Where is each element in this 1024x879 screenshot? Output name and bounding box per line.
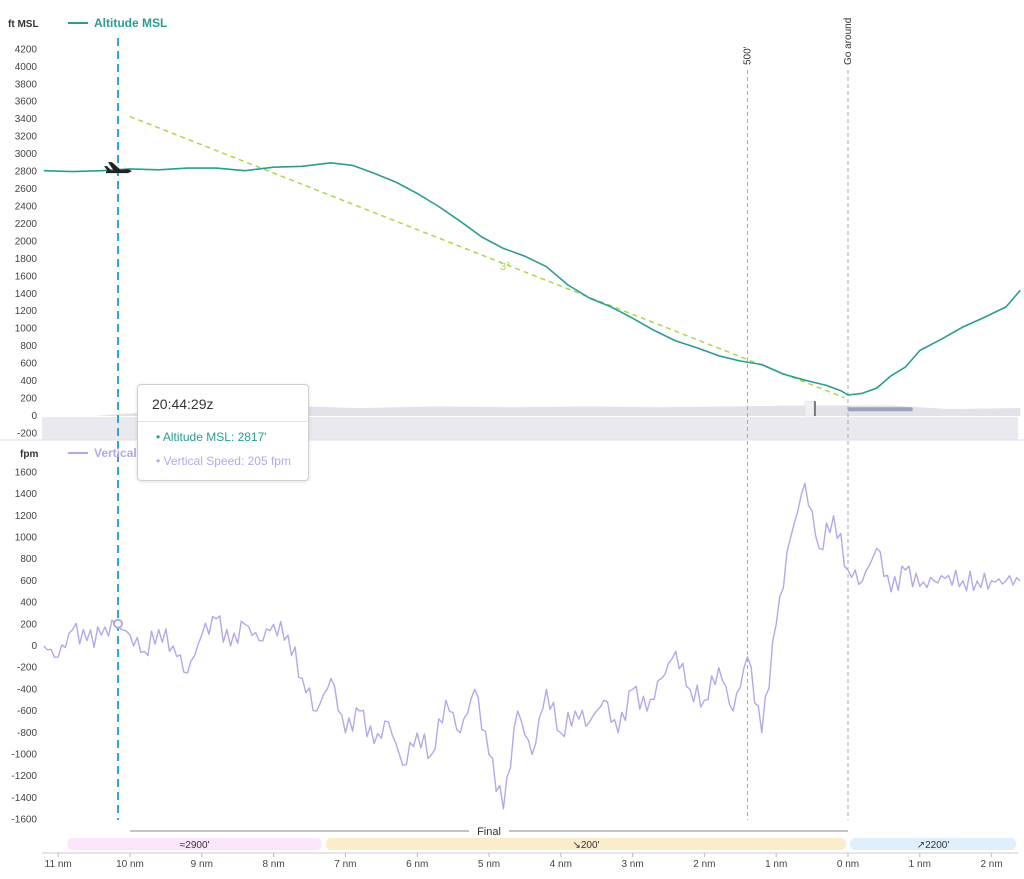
vs-cursor-dot	[113, 618, 123, 629]
tooltip-altitude-text: Altitude MSL: 2817'	[162, 430, 267, 444]
tooltip-vs: • Vertical Speed: 205 fpm	[156, 454, 291, 468]
vs-tick-label: 0	[31, 641, 37, 652]
vs-tick-label: -1200	[11, 771, 37, 782]
vs-tick-label: -1400	[11, 793, 37, 804]
phase-segment-label: ↗2200'	[917, 840, 950, 851]
altitude-legend[interactable]: Altitude MSL	[68, 16, 167, 30]
x-axis-tick-label: 3 nm	[621, 859, 643, 870]
x-axis-tick-label: 7 nm	[334, 859, 356, 870]
vs-tick-label: 800	[20, 554, 37, 565]
vs-tick-label: -600	[17, 706, 37, 717]
hover-tooltip: 20:44:29z • Altitude MSL: 2817' • Vertic…	[137, 384, 309, 481]
x-axis-tick-label: 1 nm	[909, 859, 931, 870]
obstacle-tower	[813, 401, 816, 416]
runway-marker	[848, 407, 913, 412]
vs-y-axis: 1600 1400 1200 1000 800 600 400 200 0 -200 -400 -60…	[11, 467, 37, 825]
altitude-tick-label: 400	[20, 376, 37, 387]
altitude-tick-label: 1400	[15, 289, 38, 300]
marker-line-label: 500'	[742, 46, 753, 65]
altitude-tick-label: 4200	[15, 44, 38, 55]
x-axis-tick-label: 5 nm	[478, 859, 500, 870]
marker-line-label: Go around	[843, 18, 854, 65]
altitude-tick-label: 2800	[15, 167, 38, 178]
altitude-tick-label: 3600	[15, 97, 38, 108]
x-axis-tick-label: 2 nm	[693, 859, 715, 870]
vs-tick-label: 1000	[15, 533, 38, 544]
altitude-tick-label: 600	[20, 359, 37, 370]
vs-tick-label: 200	[20, 619, 37, 630]
phase-segment	[325, 838, 846, 850]
obstacle-marker	[804, 400, 816, 417]
cursor-group[interactable]	[104, 38, 132, 820]
x-axis-tick-label: 11 nm	[45, 859, 72, 870]
x-axis: 11 nm 10 nm 9 nm 8 nm 7 nm 6 nm 5 nm 4 nm 3 nm 2 …	[42, 852, 1018, 870]
vs-tick-label: 1600	[15, 467, 38, 478]
vs-unit-label: fpm	[20, 449, 38, 460]
final-label-bg	[469, 824, 509, 838]
phase-segment	[850, 838, 1016, 850]
altitude-tick-label: 2200	[15, 219, 38, 230]
vs-series	[43, 482, 1021, 810]
phase-bar: Final ≈2900' ↘200' ↗2200'	[67, 824, 1016, 851]
vs-tick-label: -1000	[11, 750, 37, 761]
altitude-tick-label: 3200	[15, 132, 38, 143]
marker-lines: 500' Go around	[742, 18, 854, 820]
x-axis-tick-label: 4 nm	[550, 859, 572, 870]
altitude-unit-label: ft MSL	[8, 19, 39, 30]
vs-tick-label: 600	[20, 576, 37, 587]
tooltip-altitude: • Altitude MSL: 2817'	[156, 430, 267, 444]
airplane-icon	[104, 162, 132, 174]
x-axis-tick-label: 6 nm	[406, 859, 428, 870]
altitude-tick-label: 4000	[15, 62, 38, 73]
altitude-tick-label: 2400	[15, 201, 38, 212]
altitude-series	[43, 162, 1021, 396]
altitude-tick-label: 2600	[15, 184, 38, 195]
vs-tick-label: 1200	[15, 511, 38, 522]
altitude-tick-label: 1800	[15, 254, 38, 265]
x-axis-tick-label: 9 nm	[191, 859, 213, 870]
altitude-tick-label: 2000	[15, 236, 38, 247]
altitude-tick-label: 200	[20, 394, 37, 405]
airplane-wing	[108, 162, 122, 172]
x-axis-tick-label: 1 nm	[765, 859, 787, 870]
vs-tick-label: -800	[17, 728, 37, 739]
altitude-tick-label: 1600	[15, 271, 38, 282]
vs-tick-label: -200	[17, 663, 37, 674]
terrain-hills	[94, 405, 1021, 416]
altitude-tick-label: 3800	[15, 79, 38, 90]
x-axis-tick-label: 8 nm	[262, 859, 284, 870]
airplane-tail	[104, 166, 112, 172]
vs-tick-label: 400	[20, 598, 37, 609]
vs-line	[43, 482, 1021, 810]
phase-segment-label: ≈2900'	[180, 840, 210, 851]
phase-segment	[67, 838, 322, 850]
tooltip-vs-text: Vertical Speed: 205 fpm	[163, 454, 291, 468]
phase-segment-label: ↘200'	[572, 840, 599, 851]
glideslope-label: 3°	[500, 261, 511, 273]
altitude-tick-label: 800	[20, 341, 37, 352]
x-axis-tick-label: 2 nm	[980, 859, 1002, 870]
altitude-line	[43, 162, 1021, 396]
altitude-tick-label: -200	[17, 428, 37, 439]
altitude-tick-label: 3400	[15, 114, 38, 125]
x-axis-tick-label: 0 nm	[837, 859, 859, 870]
glideslope-group: 3°	[129, 115, 845, 399]
altitude-tick-label: 0	[31, 411, 37, 422]
final-label: Final	[477, 826, 501, 838]
x-axis-tick-label: 10 nm	[116, 859, 144, 870]
altitude-tick-label: 3000	[15, 149, 38, 160]
altitude-tick-label: 1000	[15, 324, 38, 335]
altitude-y-axis: 4200400038003600340032003000280026002400…	[15, 44, 38, 439]
vs-tick-label: 1400	[15, 489, 38, 500]
tooltip-time: 20:44:29z	[152, 396, 214, 412]
vs-tick-label: -400	[17, 684, 37, 695]
vs-tick-label: -1600	[11, 815, 37, 826]
altitude-legend-label: Altitude MSL	[94, 16, 167, 30]
tooltip-divider	[138, 421, 308, 422]
glideslope-line	[129, 115, 845, 399]
altitude-tick-label: 1200	[15, 306, 38, 317]
